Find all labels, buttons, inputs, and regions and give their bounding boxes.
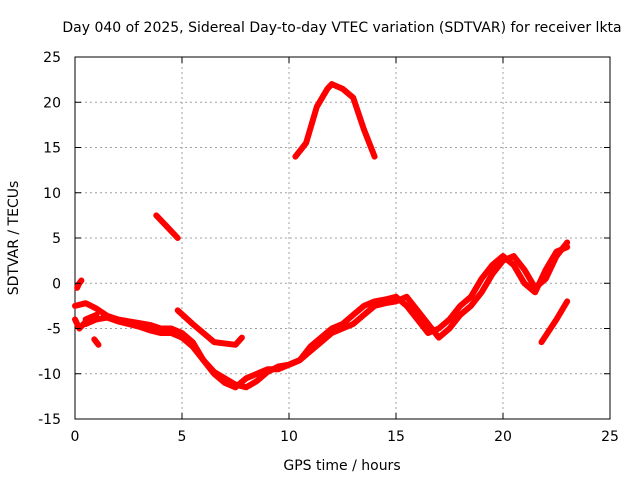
grid-lines: [75, 57, 610, 419]
x-axis-ticks: 0 5 10 15 20 25: [71, 57, 619, 445]
series-layer: [72, 81, 571, 391]
y-tick-label: 25: [43, 50, 61, 66]
y-tick-label: 5: [52, 231, 61, 247]
y-tick-label: 0: [52, 276, 61, 292]
y-tick-label: -5: [47, 322, 61, 338]
y-tick-label: -10: [38, 367, 61, 383]
series-track-1: [74, 277, 85, 291]
series-track-8: [174, 307, 245, 348]
x-axis-label: GPS time / hours: [283, 458, 400, 474]
x-tick-label: 15: [387, 429, 405, 445]
y-tick-label: 20: [43, 95, 61, 111]
y-tick-label: 15: [43, 141, 61, 157]
series-track-10: [538, 298, 571, 346]
chart-title: Day 040 of 2025, Sidereal Day-to-day VTE…: [62, 20, 621, 36]
series-track-3: [72, 244, 571, 391]
y-axis-label: SDTVAR / TECUs: [6, 181, 22, 296]
x-tick-label: 20: [494, 429, 512, 445]
x-tick-label: 10: [280, 429, 298, 445]
x-tick-label: 5: [178, 429, 187, 445]
x-tick-label: 25: [601, 429, 619, 445]
series-track-7: [153, 212, 181, 241]
y-tick-label: 10: [43, 186, 61, 202]
y-axis-ticks: -15 -10 -5 0 5 10 15 20 25: [38, 50, 610, 428]
series-track-6: [91, 336, 102, 348]
series-track-9: [292, 81, 378, 160]
x-tick-label: 0: [71, 429, 80, 445]
y-tick-label: -15: [38, 412, 61, 428]
series-track-5: [82, 311, 100, 323]
series-track-4: [82, 239, 571, 391]
